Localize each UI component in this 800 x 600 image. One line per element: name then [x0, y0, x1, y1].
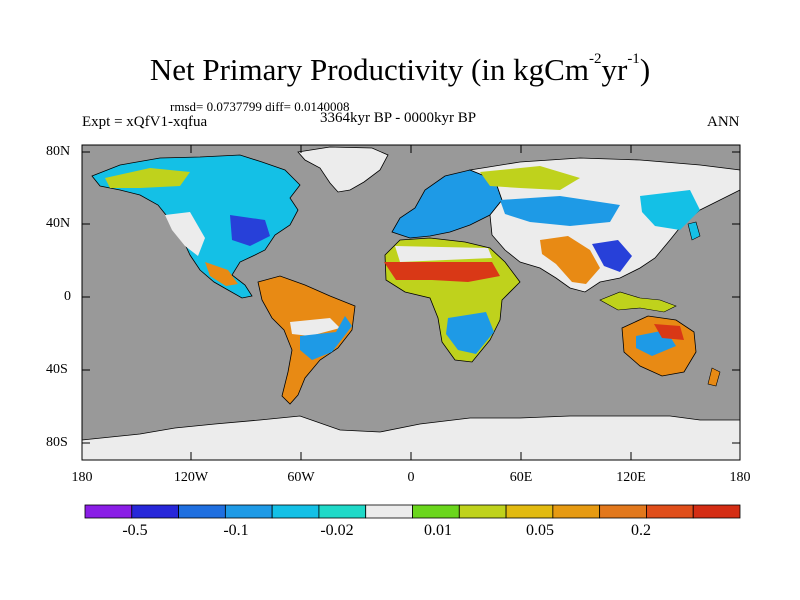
sa-neutral-band [290, 318, 340, 336]
map-title: Net Primary Productivity (in kgCm-2yr-1) [149, 50, 651, 87]
lat-label-40n: 40N [46, 216, 71, 231]
colorbar-label: -0.02 [320, 522, 354, 539]
statistics-text: rmsd= 0.0737799 diff= 0.0140008 [170, 99, 350, 114]
colorbar-label: 0.2 [631, 522, 651, 539]
longitude-ticks [190, 145, 632, 460]
experiment-label: Expt = xQfV1-xqfua [82, 114, 208, 130]
sa-blue-region [300, 316, 352, 360]
australia-red [654, 324, 684, 340]
season-label: ANN [707, 114, 740, 130]
colorbar-label: -0.1 [223, 522, 249, 539]
colorbar-label: 0.05 [526, 522, 554, 539]
arctic-na-band [105, 168, 190, 188]
colorbar-swatch [458, 504, 507, 519]
lon-label-60w: 60W [287, 470, 315, 485]
asia [468, 157, 741, 293]
colorbar-swatch [224, 504, 273, 519]
mexico-band [205, 262, 238, 286]
colorbar-swatch [271, 504, 320, 519]
japan [687, 221, 701, 241]
maritime-islands [599, 291, 677, 313]
colorbar-swatch [692, 504, 741, 519]
colorbar-swatch [365, 504, 413, 519]
lat-label-80s: 80S [46, 435, 68, 450]
india-region [540, 236, 600, 284]
asia-north-band [480, 166, 580, 190]
colorbar [84, 504, 741, 519]
na-west-band [165, 212, 205, 256]
lon-label-120w: 120W [173, 470, 209, 485]
colorbar-swatch [178, 504, 226, 519]
lon-label-60e: 60E [509, 470, 533, 485]
colorbar-swatch [318, 504, 367, 519]
lon-label-120e: 120E [616, 470, 646, 485]
period-label: 3364kyr BP - 0000kyr BP [320, 110, 477, 126]
sahara-neutral [395, 246, 492, 262]
greenland [297, 146, 389, 193]
colorbar-label: -0.5 [122, 522, 148, 539]
colorbar-label: 0.01 [424, 522, 452, 539]
na-east-band [230, 215, 270, 246]
lat-label-0: 0 [64, 289, 71, 304]
asia-central-blue [500, 196, 620, 226]
colorbar-swatch [552, 504, 601, 519]
colorbar-swatch [131, 504, 179, 519]
colorbar-swatch [84, 504, 133, 519]
lon-label-180e: 180 [729, 470, 751, 485]
colorbar-swatch [599, 504, 647, 519]
colorbar-swatch [646, 504, 694, 519]
sahel-red-band [384, 262, 500, 282]
colorbar-swatch [412, 504, 460, 519]
latitude-ticks [82, 151, 740, 444]
africa-east-blue [446, 312, 494, 354]
new-zealand [707, 367, 721, 387]
lon-label-0: 0 [407, 470, 415, 485]
colorbar-swatch [505, 504, 554, 519]
se-asia-region [592, 240, 632, 272]
lat-label-40s: 40S [46, 362, 68, 377]
lon-label-180w: 180 [71, 470, 93, 485]
asia-east-blue [640, 190, 700, 230]
lat-label-80n: 80N [46, 144, 71, 159]
